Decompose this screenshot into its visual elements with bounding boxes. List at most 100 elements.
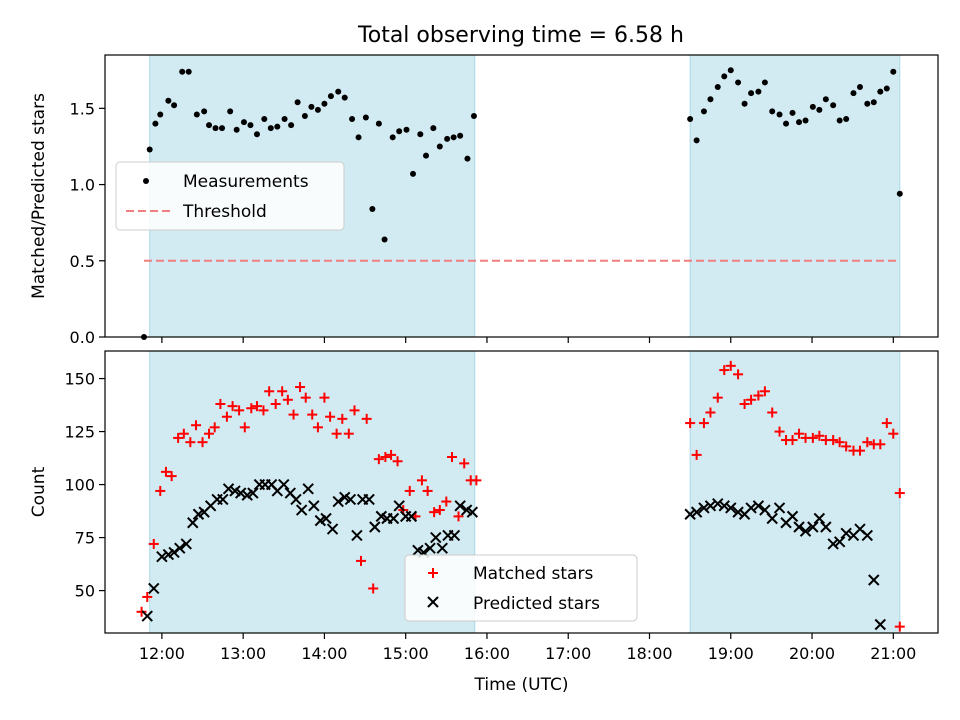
matched-star-point xyxy=(270,399,281,410)
y-tick-label: 50 xyxy=(75,582,95,601)
predicted-star-point xyxy=(168,546,180,559)
matched-star-point xyxy=(881,418,892,429)
measurement-point xyxy=(450,134,457,141)
measurement-point xyxy=(830,102,837,109)
measurement-point xyxy=(769,108,776,115)
measurement-point xyxy=(146,146,153,153)
matched-star-point xyxy=(288,409,299,420)
measurement-point xyxy=(253,131,260,138)
measurement-point xyxy=(308,103,315,110)
matched-star-point xyxy=(277,386,288,397)
matched-star-point xyxy=(434,505,445,516)
matched-star-point xyxy=(712,392,723,403)
predicted-star-point xyxy=(732,506,744,518)
measurement-point xyxy=(727,67,734,74)
matched-star-point xyxy=(787,435,798,446)
matched-star-point xyxy=(814,430,825,441)
predicted-star-point xyxy=(363,493,375,506)
measurement-point xyxy=(796,119,803,126)
predicted-star-point xyxy=(222,483,235,495)
x-axis-label: Time (UTC) xyxy=(474,675,569,695)
measurement-point xyxy=(430,125,437,132)
matched-star-point xyxy=(142,591,153,602)
predicted-star-point xyxy=(187,517,199,529)
legend-measurements-label: Measurements xyxy=(183,172,309,192)
matched-star-point xyxy=(725,360,736,371)
matched-star-point xyxy=(422,485,433,496)
predicted-star-point xyxy=(725,502,737,514)
measurement-point xyxy=(233,126,240,133)
measurement-point xyxy=(870,99,877,106)
matched-star-point xyxy=(251,401,262,412)
y-tick-label: 75 xyxy=(75,529,95,548)
predicted-star-point xyxy=(813,512,826,525)
matched-star-point xyxy=(215,399,226,410)
x-tick-label: 21:00 xyxy=(870,644,916,663)
matched-star-point xyxy=(234,405,245,416)
measurement-point xyxy=(843,116,850,123)
measurement-point xyxy=(152,120,159,127)
predicted-star-point xyxy=(217,493,229,506)
matched-star-point xyxy=(204,428,215,439)
matched-star-point xyxy=(828,435,839,446)
predicted-star-point xyxy=(180,538,192,550)
measurement-point xyxy=(877,88,884,95)
predicted-star-point xyxy=(454,500,466,512)
matched-star-point xyxy=(862,437,873,448)
matched-star-point xyxy=(160,466,171,477)
y-axis-label: Count xyxy=(29,466,49,517)
legend-predicted-marker xyxy=(427,596,439,608)
measurement-point xyxy=(761,79,768,86)
matched-star-point xyxy=(841,441,852,452)
matched-star-point xyxy=(767,407,778,418)
legend-matched-label: Matched stars xyxy=(473,564,593,584)
matched-star-point xyxy=(834,437,845,448)
measurement-point xyxy=(396,128,403,135)
predicted-star-point xyxy=(718,500,730,512)
matched-star-point xyxy=(416,475,427,486)
measurement-point xyxy=(369,205,376,212)
predicted-star-point xyxy=(448,529,461,542)
predicted-star-point xyxy=(684,508,696,520)
observing-window-band xyxy=(689,54,901,338)
measurement-point xyxy=(288,122,295,129)
matched-star-point xyxy=(429,507,440,518)
predicted-star-point xyxy=(235,487,247,499)
predicted-star-point xyxy=(430,531,442,544)
predicted-star-point xyxy=(148,582,160,595)
measurement-point xyxy=(700,108,707,115)
predicted-star-point xyxy=(698,502,710,514)
matched-star-point xyxy=(774,426,785,437)
measurement-point xyxy=(327,93,334,100)
y-tick-label: 125 xyxy=(64,423,95,442)
y-tick-label: 0.0 xyxy=(70,328,95,347)
predicted-star-point xyxy=(766,512,778,525)
predicted-star-point xyxy=(436,542,448,554)
measurement-point xyxy=(165,97,172,104)
measurement-point xyxy=(417,131,424,138)
predicted-star-point xyxy=(424,542,436,554)
measurement-point xyxy=(301,112,308,119)
matched-star-point xyxy=(337,413,348,424)
matched-star-point xyxy=(361,413,372,424)
predicted-star-point xyxy=(332,495,344,508)
measurement-point xyxy=(261,116,268,123)
matched-star-point xyxy=(295,382,306,393)
predicted-star-point xyxy=(745,502,757,514)
predicted-star-point xyxy=(712,497,724,510)
measurement-point xyxy=(890,68,897,75)
measurement-point xyxy=(375,120,382,127)
predicted-star-point xyxy=(799,525,812,537)
matched-star-point xyxy=(854,445,865,456)
axes-frame xyxy=(104,350,939,634)
measurement-point xyxy=(185,68,192,75)
legend-matched-marker xyxy=(428,568,438,578)
predicted-star-point xyxy=(174,542,186,554)
measurement-point xyxy=(321,100,328,107)
matched-star-point xyxy=(685,418,696,429)
predicted-star-point xyxy=(326,523,339,535)
matched-star-point xyxy=(373,454,384,465)
matched-star-point xyxy=(471,475,482,486)
measurement-point xyxy=(212,125,219,132)
matched-star-point xyxy=(148,538,159,549)
